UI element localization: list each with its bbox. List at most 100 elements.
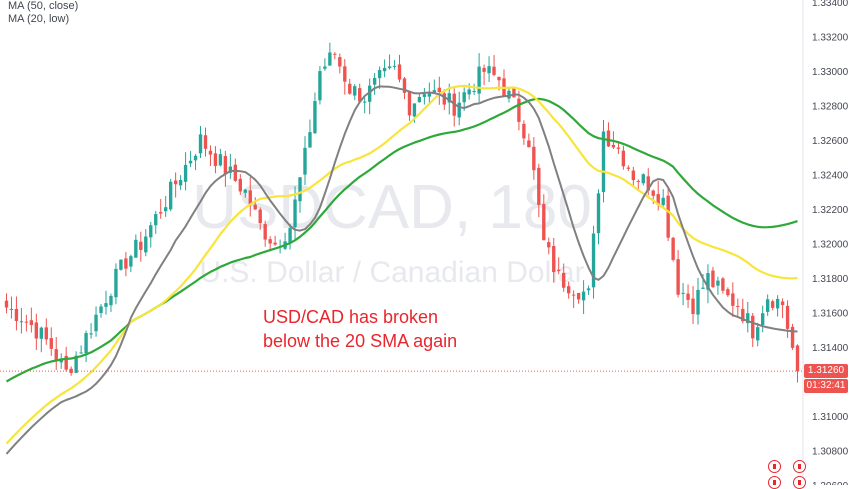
candle-down [4, 300, 9, 308]
symbol-watermark: USDCAD, 180 U.S. Dollar / Canadian Dolla… [192, 173, 592, 289]
candle-up [353, 86, 357, 96]
candle-down [646, 176, 650, 191]
candle-up [601, 131, 606, 193]
candle-down [636, 180, 640, 182]
candle-up [382, 67, 387, 72]
candle-down [44, 327, 48, 340]
legend-ma20[interactable]: MA (20, low) [8, 13, 70, 25]
candle-up [507, 90, 511, 99]
candle-up [746, 313, 750, 324]
candle-up [472, 90, 476, 92]
candle-up [372, 77, 377, 85]
candle-up [318, 71, 322, 101]
watermark-symbol: USDCAD, 180 [192, 173, 592, 242]
candle-up [417, 96, 422, 103]
candle-down [527, 140, 531, 148]
yellow-ma-line[interactable] [5, 84, 798, 445]
candle-down [233, 164, 238, 181]
candle-up [487, 66, 491, 74]
candle-down [547, 242, 551, 248]
candle-down [671, 237, 675, 260]
last-price-badge: 1.31260 [804, 364, 848, 379]
candle-down [552, 246, 556, 273]
candle-down [442, 93, 446, 105]
legend-ma50[interactable]: MA (50, close) [8, 0, 79, 12]
candle-up [168, 181, 173, 210]
candle-down [517, 98, 521, 122]
candle-down [576, 292, 581, 300]
candle-down [562, 272, 566, 288]
candle-down [54, 349, 58, 361]
candle-up [681, 292, 685, 294]
candle-up [298, 177, 302, 202]
candle-down [124, 258, 128, 269]
candle-up [114, 268, 118, 298]
canada-flag-icon[interactable] [768, 460, 781, 473]
candle-up [129, 256, 133, 267]
candle-up [149, 225, 153, 238]
candle-up [457, 102, 461, 118]
price-tick-label: 1.32000 [812, 240, 849, 251]
candle-down [24, 321, 29, 323]
annotation-line-2: below the 20 SMA again [263, 331, 458, 351]
candle-up [392, 65, 397, 67]
candle-down [358, 88, 362, 102]
candle-down [482, 67, 486, 72]
candle-down [790, 326, 795, 348]
candle-down [248, 190, 252, 206]
candle-up [228, 166, 233, 173]
canada-flag-icon[interactable] [768, 476, 781, 489]
candle-down [402, 78, 407, 93]
candle-down [338, 57, 342, 67]
candle-down [621, 150, 626, 167]
candle-up [303, 147, 307, 175]
candle-up [363, 101, 367, 103]
candle-up [243, 189, 247, 193]
candle-up [89, 333, 93, 335]
candle-down [497, 76, 501, 81]
candle-down [736, 305, 740, 307]
candle-down [785, 305, 790, 329]
candle-down [203, 135, 208, 149]
candle-up [586, 288, 591, 291]
candle-up [218, 154, 223, 166]
candle-down [532, 146, 536, 171]
candle-down [726, 289, 730, 296]
canada-flag-icon[interactable] [793, 476, 806, 489]
candle-up [716, 280, 720, 286]
candle-up [183, 164, 188, 182]
ma20-line[interactable] [5, 85, 798, 455]
candle-down [795, 345, 800, 372]
candle-up [661, 197, 665, 205]
watermark-description: U.S. Dollar / Canadian Dollar [199, 256, 584, 289]
moving-averages-layer [5, 84, 798, 455]
candle-up [313, 101, 317, 134]
candle-down [208, 150, 213, 155]
candle-down [571, 294, 576, 296]
candle-up [144, 236, 148, 253]
candle-down [397, 64, 402, 80]
candle-up [591, 233, 596, 288]
price-tick-label: 1.32200 [812, 205, 849, 216]
candle-down [213, 153, 218, 166]
candle-down [64, 355, 68, 370]
candle-up [377, 69, 382, 79]
candle-down [616, 147, 621, 149]
candle-up [94, 314, 98, 332]
candle-down [268, 239, 272, 244]
bar-countdown-badge: 01:32:41 [804, 379, 848, 394]
candle-down [29, 320, 34, 326]
price-tick-label: 1.33000 [812, 67, 849, 78]
candle-down [676, 259, 680, 295]
candle-up [99, 306, 103, 313]
canada-flag-icon[interactable] [793, 460, 806, 473]
candle-down [258, 209, 262, 224]
chart-annotation: USD/CAD has broken below the 20 SMA agai… [263, 305, 457, 353]
candle-up [104, 303, 108, 307]
candle-up [701, 287, 705, 289]
price-axis[interactable]: 1.33400 1.33200 1.33000 1.32800 1.32600 1.324… [812, 0, 849, 485]
candle-up [367, 85, 372, 102]
candle-down [631, 170, 636, 181]
candle-down [14, 308, 19, 322]
